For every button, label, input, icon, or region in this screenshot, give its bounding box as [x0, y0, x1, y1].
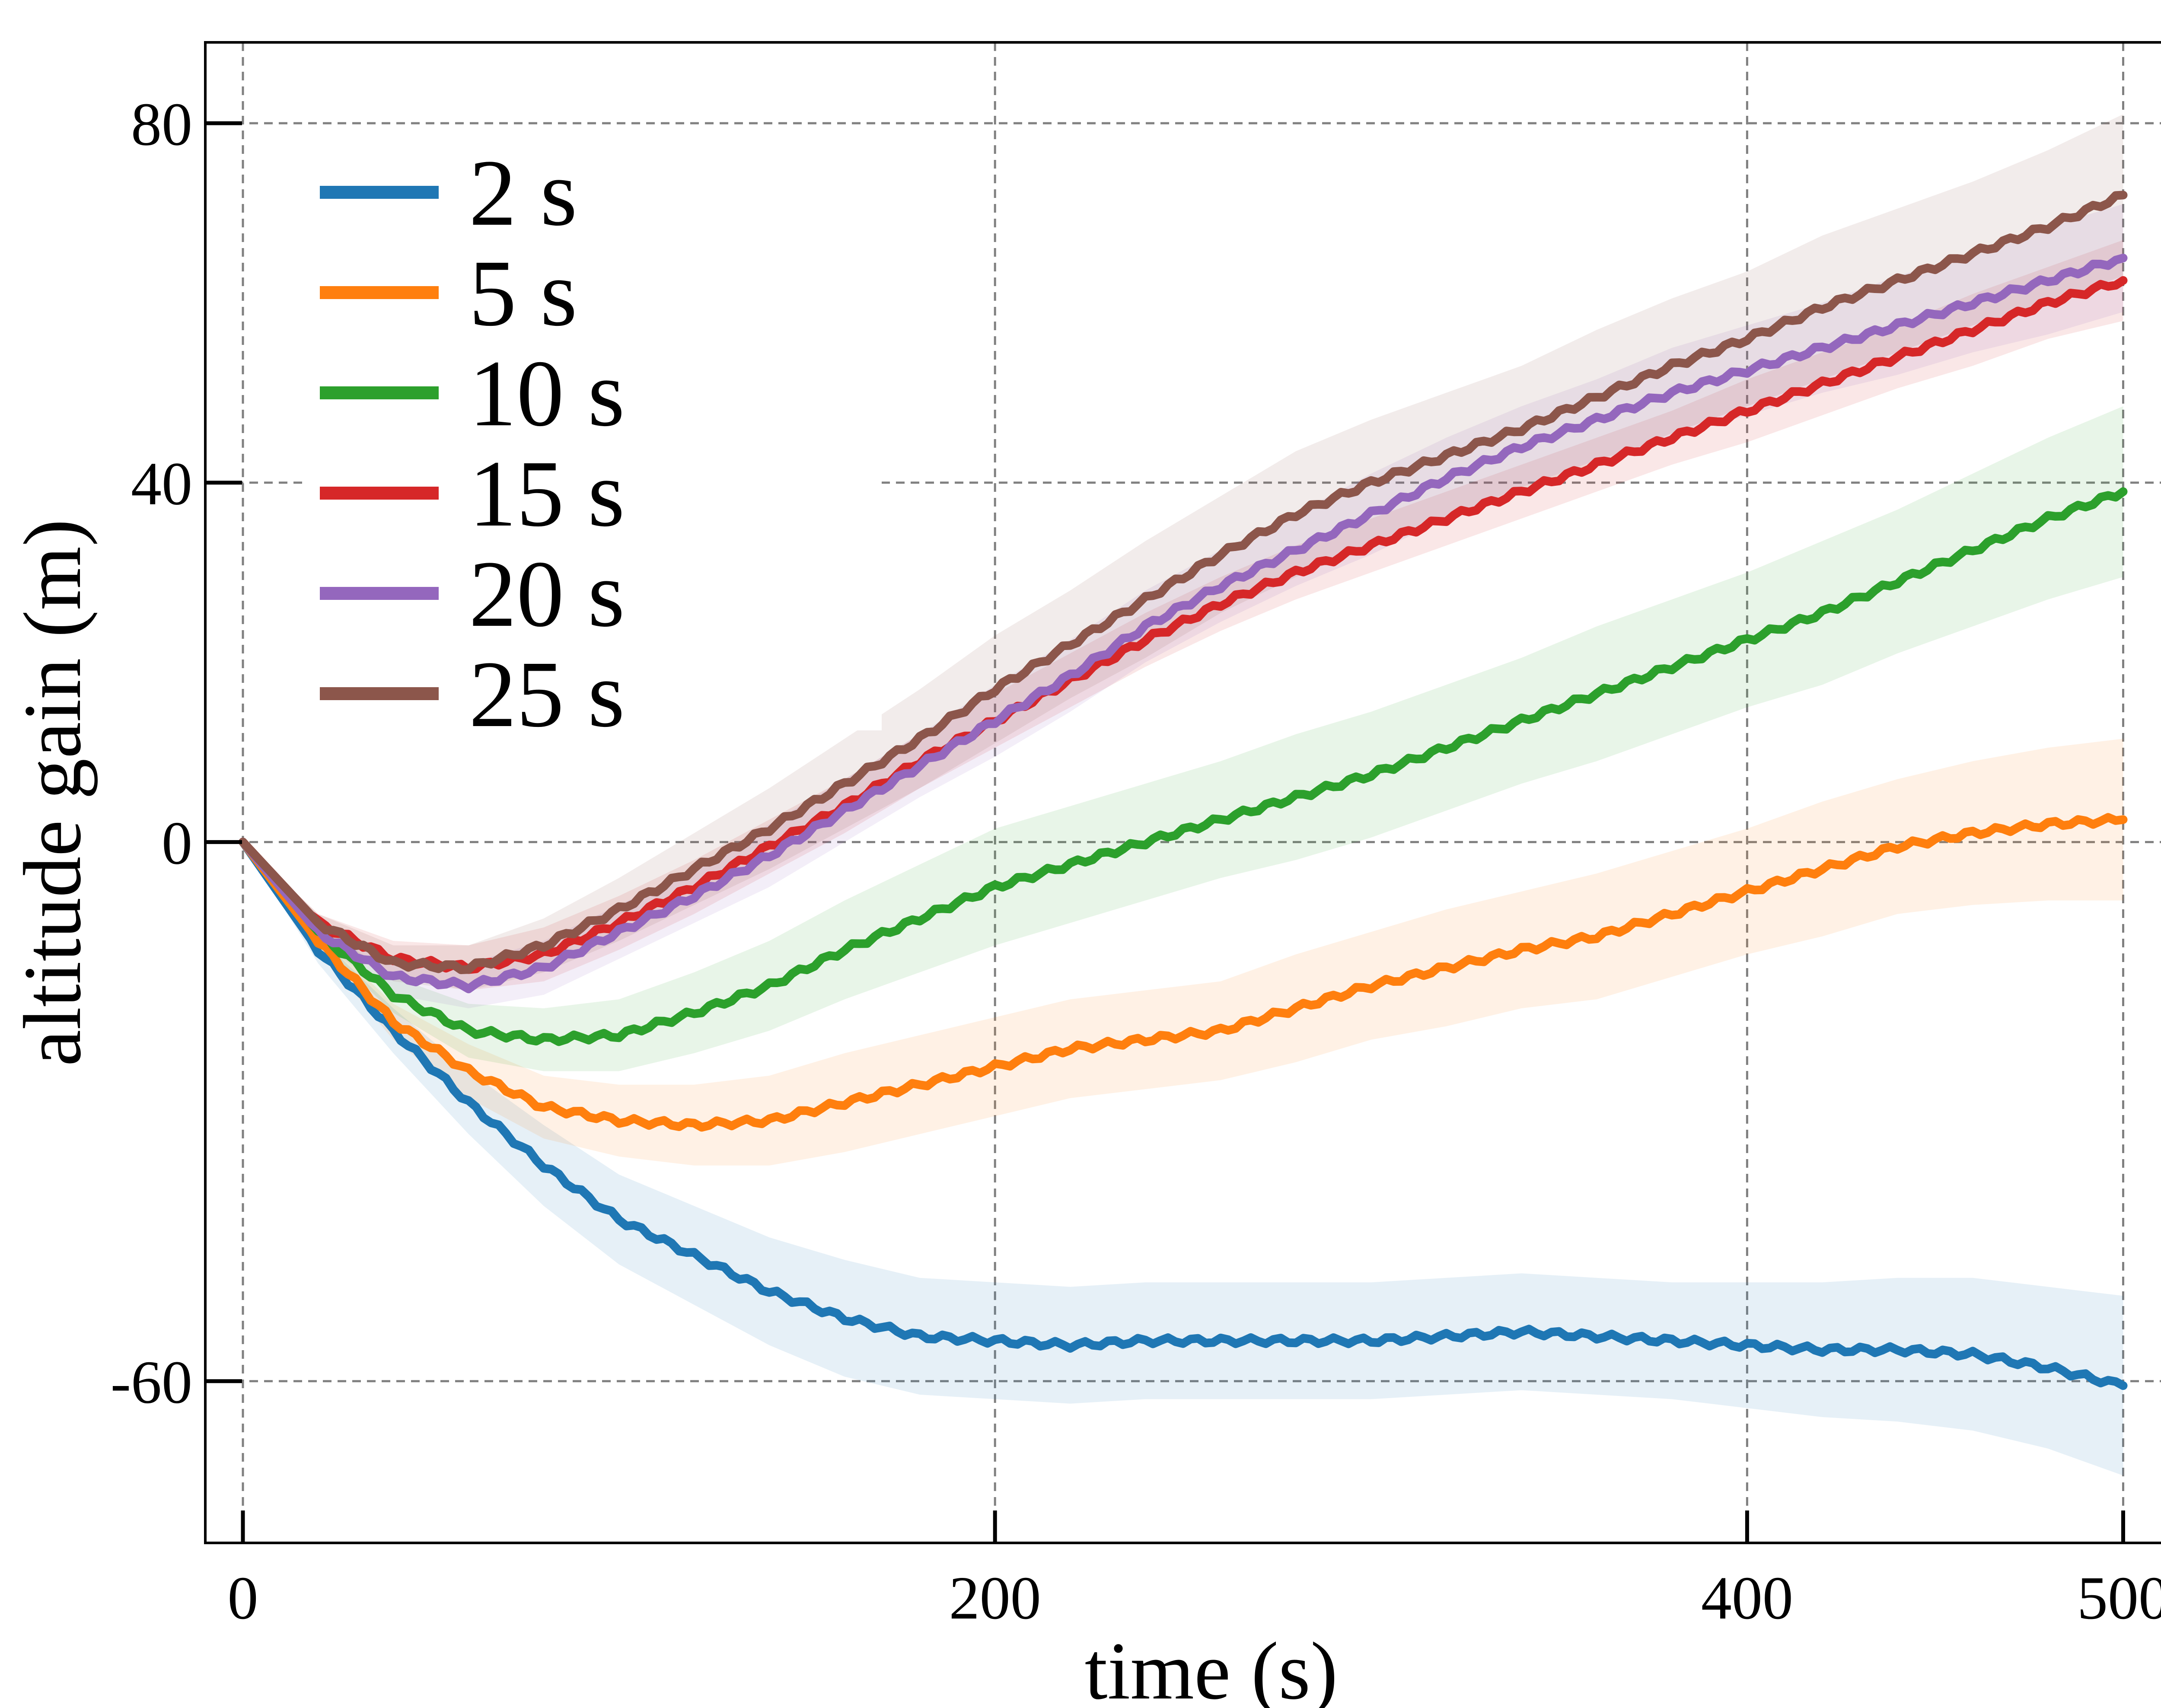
band-2s — [243, 842, 2123, 1476]
band-25s — [243, 114, 2123, 991]
x-tick-label: 400 — [1701, 1564, 1793, 1632]
y-tick-label: -60 — [111, 1348, 192, 1416]
legend-label: 20 s — [469, 541, 625, 647]
series-lines — [239, 191, 2128, 1390]
line-20s — [239, 254, 2128, 994]
line-10s — [239, 487, 2128, 1046]
line-25s — [239, 191, 2128, 974]
y-tick-label: 0 — [162, 809, 192, 877]
legend: 2 s5 s10 s15 s20 s25 s — [303, 130, 882, 747]
line-15s — [239, 276, 2128, 974]
plot-frame — [204, 41, 2161, 1544]
legend-label: 25 s — [469, 641, 625, 747]
band-10s — [243, 406, 2123, 1071]
y-tick-label: 80 — [131, 90, 192, 158]
legend-background — [303, 130, 882, 730]
legend-label: 15 s — [469, 441, 625, 546]
legend-label: 2 s — [469, 140, 577, 245]
x-tick-label: 200 — [949, 1564, 1041, 1632]
y-tick-label: 40 — [131, 449, 192, 518]
x-axis-label: time (s) — [1085, 1626, 1338, 1708]
grid — [205, 42, 2161, 1543]
legend-label: 5 s — [469, 240, 577, 346]
x-tick-label: 500 — [2077, 1564, 2161, 1632]
line-5s — [239, 813, 2128, 1132]
x-tick-label: 0 — [228, 1564, 258, 1632]
legend-label: 10 s — [469, 341, 625, 446]
axis-ticks — [205, 121, 2125, 1543]
band-5s — [243, 739, 2123, 1166]
y-axis-label: altitude gain (m) — [7, 519, 98, 1066]
line-2s — [239, 838, 2128, 1390]
